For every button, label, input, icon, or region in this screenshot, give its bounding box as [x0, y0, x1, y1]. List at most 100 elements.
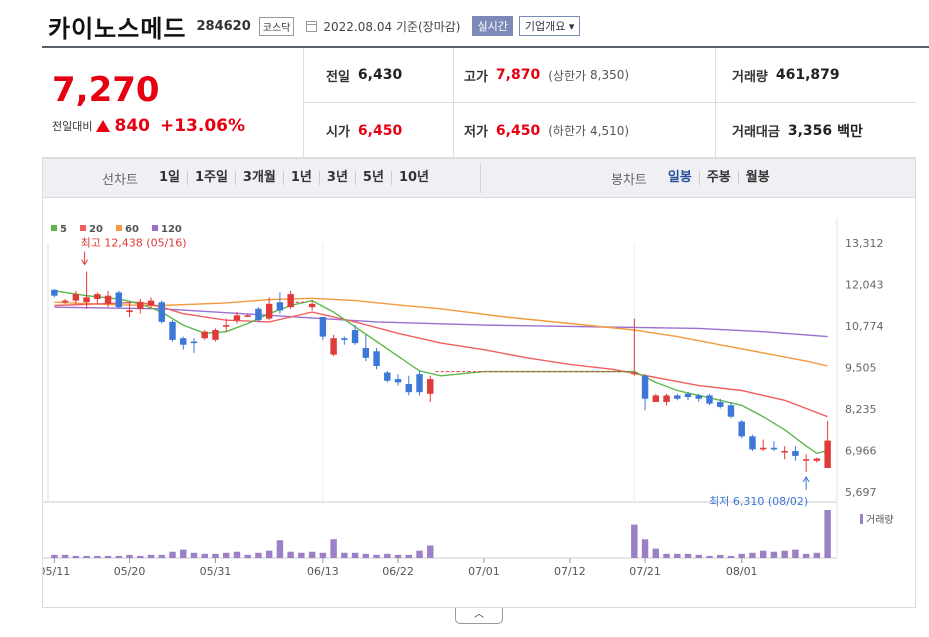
- candle-down: [641, 375, 649, 399]
- diff-label: 전일대비: [52, 120, 93, 133]
- volume-bar: [212, 553, 219, 558]
- volume-bar: [631, 524, 638, 558]
- current-price: 7,270: [52, 70, 160, 110]
- period-1d[interactable]: 1일: [152, 171, 188, 185]
- volume-bar: [137, 555, 144, 558]
- volume-bar: [126, 554, 133, 558]
- line-chart-periods: 선차트 1일 1주일 3개월 1년 3년 5년 10년: [43, 163, 481, 193]
- realtime-button[interactable]: 실시간: [472, 16, 513, 36]
- quote-row-2: 시가 6,450 저가 6,450 (하한가 4,510) 거래대금 3,356…: [304, 103, 916, 158]
- stock-code: 284620: [196, 18, 251, 34]
- candle-down: [384, 372, 391, 381]
- company-overview-dropdown[interactable]: 기업개요 ▾: [518, 16, 581, 36]
- low-arrow-head: [802, 475, 810, 483]
- volume-bar: [298, 552, 305, 558]
- volume-legend-label: 거래량: [866, 514, 894, 526]
- candle-up: [201, 331, 208, 339]
- candle-up: [308, 303, 316, 308]
- candle-down: [684, 393, 692, 398]
- candle-down: [169, 321, 176, 340]
- prev-close-value: 6,430: [357, 67, 403, 83]
- candle-down: [351, 330, 359, 344]
- amount-value: 3,356: [787, 122, 833, 139]
- period-5y[interactable]: 5년: [356, 171, 392, 185]
- quote-row-1: 전일 6,430 고가 7,870 (상한가 8,350) 거래량 461,87…: [304, 47, 916, 103]
- volume-bar: [802, 553, 810, 558]
- candle-weekly[interactable]: 주봉: [700, 171, 739, 185]
- candle-down: [416, 374, 423, 393]
- base-date: 2022.08.04 기준(장마감): [323, 19, 461, 34]
- candle-up: [652, 395, 660, 402]
- candle-down: [190, 341, 198, 344]
- ma5-line: [54, 290, 828, 455]
- legend-label: 60: [125, 224, 139, 235]
- candle-down: [674, 395, 681, 399]
- candle-down: [180, 338, 187, 345]
- volume-bar: [83, 555, 90, 558]
- candle-down: [749, 436, 756, 450]
- candle-up: [781, 451, 788, 453]
- diff-rate: +13.06%: [159, 116, 246, 136]
- period-10y[interactable]: 10년: [398, 170, 429, 185]
- x-tick-label: 05/31: [200, 565, 232, 578]
- low-annotation: 최저 6,310 (08/02): [709, 495, 808, 508]
- y-tick-label: 9,505: [845, 362, 877, 375]
- high-annotation: 최고 12,438 (05/16): [81, 237, 187, 250]
- candle-up: [94, 294, 101, 299]
- candle-down: [276, 302, 284, 311]
- high-value: 7,870: [495, 67, 541, 83]
- upper-limit-value: 8,350): [590, 68, 630, 82]
- candle-monthly[interactable]: 월봉: [745, 170, 770, 185]
- amount-label: 거래대금: [732, 125, 780, 140]
- volume-bar: [341, 552, 348, 558]
- volume-cell: 거래량 461,879: [716, 48, 916, 103]
- volume-bar: [405, 554, 413, 558]
- candle-down: [727, 405, 735, 417]
- volume-bar: [781, 550, 788, 558]
- x-tick-label: 06/22: [382, 565, 414, 578]
- diff-value: 840: [114, 116, 150, 136]
- legend-swatch: [116, 225, 122, 231]
- stock-header: 카이노스메드 284620 코스닥 2022.08.04 기준(장마감) 실시간…: [48, 10, 581, 43]
- volume-bar: [759, 550, 767, 558]
- volume-bar: [319, 552, 327, 558]
- candle-chart-periods: 봉차트 일봉 주봉 월봉: [481, 169, 915, 188]
- high-label: 고가: [464, 69, 488, 85]
- candle-down: [695, 395, 702, 399]
- volume-bar: [72, 555, 80, 558]
- open-value: 6,450: [357, 122, 403, 139]
- volume-bar: [255, 552, 262, 558]
- candle-up: [61, 300, 69, 303]
- upper-limit-label: (상한가: [548, 68, 587, 83]
- period-3m[interactable]: 3개월: [236, 171, 284, 185]
- period-tabs: 선차트 1일 1주일 3개월 1년 3년 5년 10년 봉차트 일봉 주봉 월봉: [42, 158, 916, 198]
- volume-bar: [265, 550, 273, 558]
- volume-bar: [158, 554, 165, 558]
- volume-bar: [362, 553, 370, 558]
- candle-up: [147, 300, 155, 306]
- collapse-chevron-up-icon[interactable]: ︿: [455, 608, 503, 624]
- volume-bar: [792, 549, 799, 558]
- period-1w[interactable]: 1주일: [188, 171, 236, 185]
- calendar-icon: [306, 20, 318, 32]
- period-1y[interactable]: 1년: [284, 171, 320, 185]
- candle-down: [319, 316, 327, 337]
- y-tick-label: 8,235: [845, 403, 877, 416]
- volume-bar: [351, 552, 359, 558]
- price-chart: 13,312 12,043 10,774 9,505 8,235 6,966 5,697 05…: [39, 218, 894, 578]
- legend-swatch: [152, 225, 158, 231]
- volume-bar: [824, 510, 831, 558]
- ma120-line: [54, 306, 828, 338]
- lower-limit-label: (하한가: [548, 124, 587, 138]
- volume-bar: [201, 553, 208, 558]
- period-3y[interactable]: 3년: [320, 171, 356, 185]
- volume-bar: [287, 551, 294, 558]
- legend-swatch: [80, 225, 86, 231]
- candle-down: [770, 447, 778, 450]
- candle-daily[interactable]: 일봉: [661, 171, 700, 185]
- candle-up: [802, 459, 810, 461]
- amount-cell: 거래대금 3,356 백만: [716, 103, 916, 158]
- volume-bar: [61, 554, 69, 558]
- volume-bar: [394, 554, 402, 558]
- volume-bar: [416, 550, 423, 558]
